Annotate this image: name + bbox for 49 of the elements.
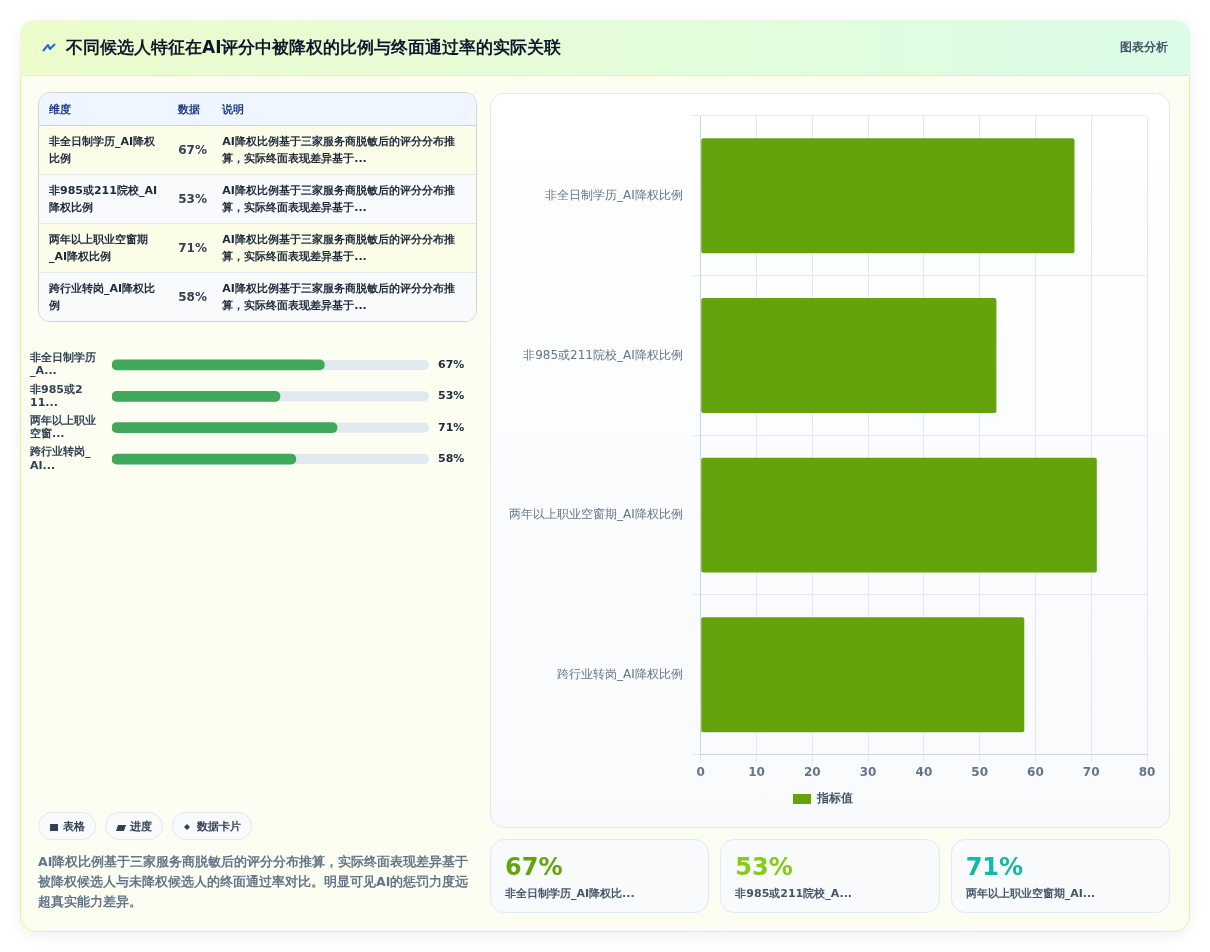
- text: 表格: [38, 812, 96, 840]
- text: AI降权比例基于三家服务商脱敏后的评分分布推算，实际终面表现差异基于被降权候选人与未降权候选人的终面通过率对比。明显可见AI的惩罚力度远超真实能力差异。: [38, 853, 470, 911]
- text: AI降权比例基于三家服务商脱敏后的评分分布推算，实际终面表现差异基于...: [221, 134, 456, 167]
- y-tick-label: 跨行业转岗_AI...: [29, 445, 91, 472]
- data-label: 58%: [177, 288, 208, 306]
- data-label: 53%: [177, 190, 208, 208]
- data-label: 71%: [965, 852, 1025, 882]
- y-tick-label: 非全日制学历_AI降权比例: [545, 187, 683, 202]
- text: AI降权比例基于三家服务商脱敏后的评分分布推算，实际终面表现差异基于...: [221, 281, 456, 314]
- y-tick-label: 两年以上职业空窗...: [29, 413, 96, 441]
- x-tick-label: 60: [1027, 764, 1044, 779]
- text: 数据: [177, 101, 202, 118]
- x-tick-label: 20: [803, 764, 821, 779]
- data-label: 58%: [438, 451, 465, 465]
- data-label: 67%: [438, 357, 465, 371]
- x-tick-label: 0: [696, 764, 705, 779]
- category-label: 非全日制学历_AI降权比...: [505, 886, 636, 901]
- text: 不同候选人特征在AI评分中被降权的比例与终面通过率的实际关联: [66, 36, 562, 59]
- category-label: 两年以上职业空窗期_AI...: [965, 886, 1097, 901]
- data-label: 67%: [505, 852, 564, 882]
- y-tick-label: 两年以上职业空窗期_AI降权比例: [509, 507, 683, 522]
- data-label: 53%: [438, 389, 465, 403]
- bar: [701, 617, 1025, 733]
- y-tick-label: 非985或211...: [29, 382, 83, 409]
- x-tick-label: 30: [859, 764, 877, 779]
- bar: [701, 457, 1097, 573]
- y-tick-label: 跨行业转岗_AI降权比例: [557, 666, 683, 681]
- category-label: 非985或211院校_A...: [735, 886, 853, 901]
- legend-label: 指标值: [816, 791, 853, 806]
- bar: [701, 298, 997, 413]
- data-label: 53%: [735, 852, 794, 882]
- data-label: 71%: [438, 420, 465, 434]
- x-tick-label: 10: [748, 764, 765, 779]
- x-tick-label: 50: [971, 764, 989, 779]
- x-tick-label: 70: [1082, 764, 1100, 779]
- x-tick-label: 80: [1138, 764, 1156, 779]
- text: AI降权比例基于三家服务商脱敏后的评分分布推算，实际终面表现差异基于...: [221, 183, 456, 216]
- data-label: 67%: [177, 141, 208, 159]
- text: 维度: [48, 101, 72, 118]
- text: 说明: [220, 101, 245, 118]
- text: 图表分析: [1120, 39, 1168, 56]
- data-label: 71%: [177, 239, 208, 257]
- text: 进度: [105, 812, 163, 840]
- bar: [701, 138, 1075, 254]
- x-tick-label: 40: [915, 764, 933, 779]
- text: 数据卡片: [172, 812, 252, 840]
- y-tick-label: 非全日制学历_A...: [29, 351, 96, 378]
- text: AI降权比例基于三家服务商脱敏后的评分分布推算，实际终面表现差异基于...: [221, 232, 456, 265]
- y-tick-label: 非985或211院校_AI降权比例: [523, 347, 683, 362]
